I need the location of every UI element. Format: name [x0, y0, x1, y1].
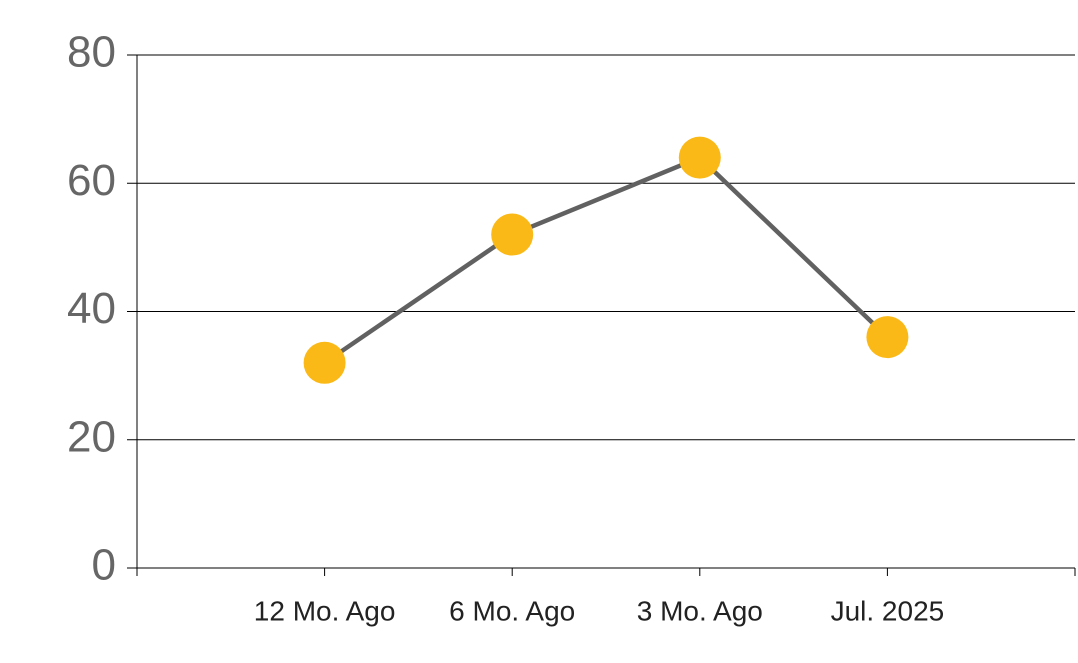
y-tick-label: 20 [67, 412, 116, 461]
y-tick-label: 0 [92, 541, 116, 590]
point [491, 213, 534, 256]
point [303, 341, 346, 384]
x-tick-label: 12 Mo. Ago [254, 595, 396, 626]
line [323, 155, 889, 365]
point [678, 136, 721, 179]
x-tick-label: 3 Mo. Ago [637, 595, 763, 626]
y-tick-label: 60 [67, 156, 116, 205]
x-tick-label: 6 Mo. Ago [449, 595, 575, 626]
point [866, 316, 909, 359]
y-tick-label: 80 [67, 28, 116, 77]
y-tick-label: 40 [67, 284, 116, 333]
x-tick-label: Jul. 2025 [831, 595, 945, 626]
